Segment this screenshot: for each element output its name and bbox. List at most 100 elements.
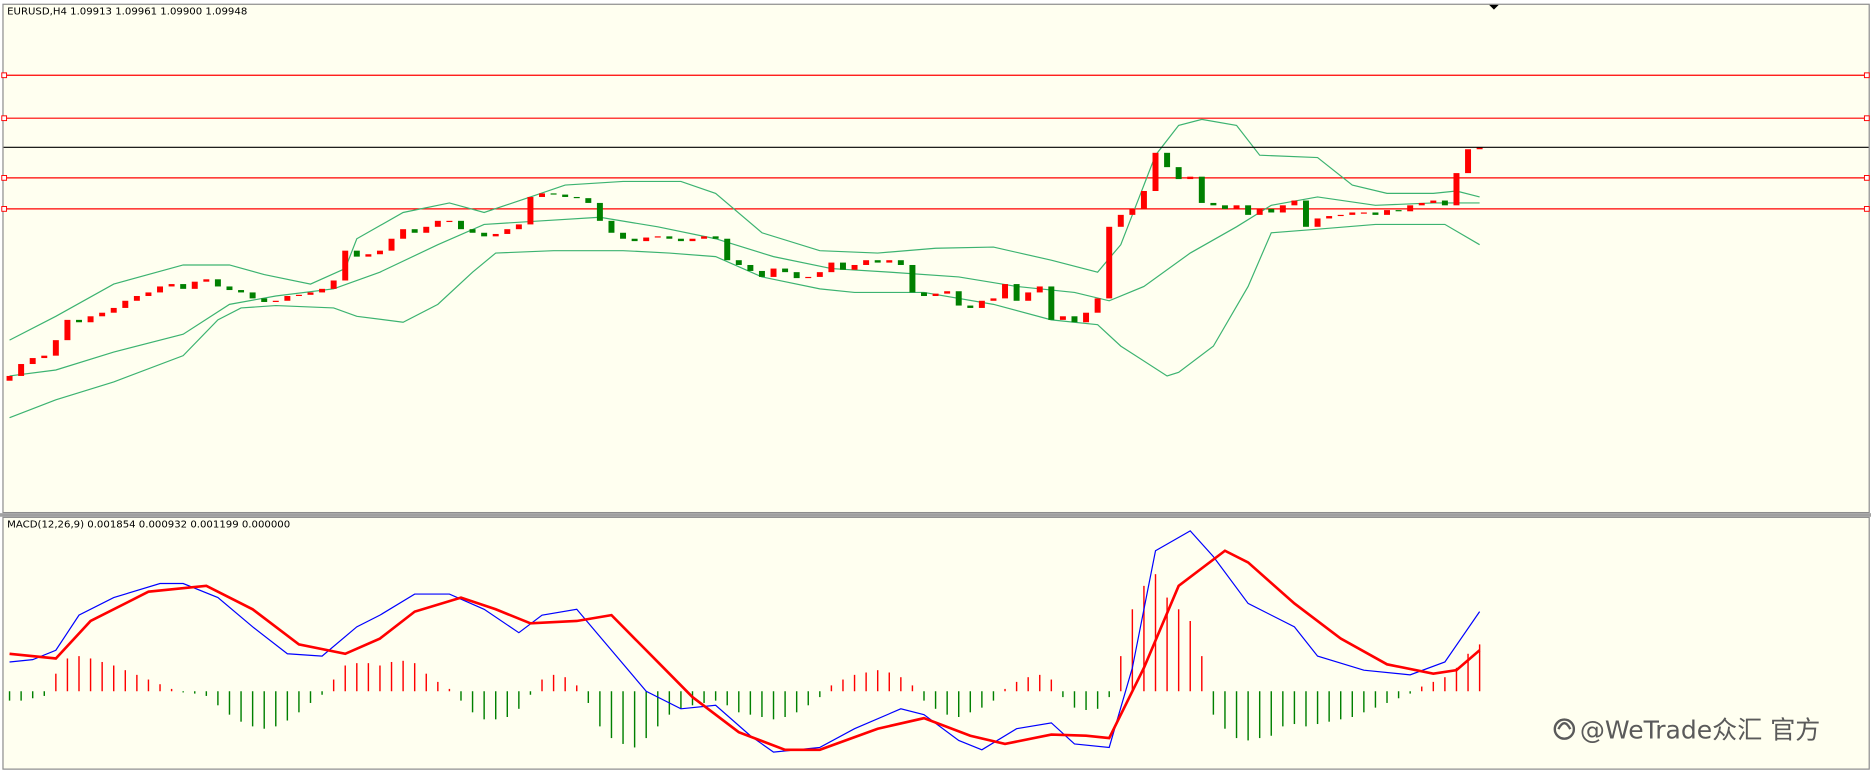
macd-line [9,530,1481,753]
candle [654,236,661,238]
candle [712,236,719,239]
candle [238,290,245,293]
candle [608,220,615,233]
candle [1048,286,1055,320]
candle [353,250,360,257]
chart-shift-marker[interactable] [1489,4,1499,10]
candle [631,238,638,242]
candle [562,194,569,197]
candle [1384,210,1390,215]
candle [122,300,129,308]
candle [180,284,187,289]
candle [1337,214,1344,217]
level-handle [1,72,8,79]
candle [272,300,279,302]
candle [1198,176,1205,203]
candle [724,238,731,261]
level-handle [1863,206,1870,212]
candle [1256,208,1263,215]
candle [504,229,511,234]
candle [295,294,302,297]
candle [539,193,545,197]
candle [157,286,164,293]
candle [64,319,71,341]
candle [1152,152,1159,192]
candle [1245,205,1252,215]
candle [1326,216,1333,219]
candle [1360,212,1367,214]
candle [1071,316,1078,323]
candle [29,358,36,365]
candle [1059,316,1066,320]
level-handle [1,115,8,122]
level-handle [1,206,8,212]
candle [492,233,499,237]
candle [1164,152,1171,168]
watermark-icon [1553,718,1576,740]
candle [793,272,800,279]
price-panel [2,3,1870,514]
candle [527,196,534,225]
candle [955,291,962,306]
candle [1175,167,1182,180]
candle [990,298,997,301]
candle [1430,200,1437,203]
candle [249,292,256,299]
candle [666,236,673,239]
candle [839,262,846,270]
candle [1233,205,1240,209]
candle [1210,202,1217,206]
candle [1013,284,1020,301]
candle [1106,226,1113,299]
candle [1303,200,1309,227]
candle [469,229,476,233]
candle [701,236,708,239]
candle [816,272,823,277]
candle [307,292,314,295]
candle [6,375,13,381]
candle [897,260,904,265]
candle [978,300,985,308]
panel-separator[interactable] [0,513,1871,517]
candle [1453,173,1460,206]
candle [677,238,684,242]
candle [758,270,765,277]
candle [515,224,522,230]
candle [735,260,742,265]
candle [214,279,221,287]
candle [87,316,94,323]
candle [805,276,812,279]
candle [747,264,754,271]
candle [550,193,557,195]
symbol-header: EURUSD,H4 1.09913 1.09961 1.09900 1.0994… [7,6,247,17]
candle [319,288,326,293]
candle [1083,312,1090,323]
candle [1025,292,1032,301]
candle [446,220,453,223]
candle [596,202,603,221]
candle [481,232,488,237]
candle [1140,191,1147,209]
plot-layer [1,72,1870,753]
candle [99,312,106,317]
candle [1268,208,1275,213]
candle [1279,205,1286,213]
candle [770,268,777,277]
candle [261,298,268,302]
candle [886,260,893,263]
candle [643,237,650,242]
candle [110,307,117,313]
candle [342,250,349,281]
candle [203,279,210,282]
candle [1314,218,1321,227]
candle [411,229,418,233]
candle [1291,200,1298,206]
candle [52,340,59,356]
candle [76,319,82,323]
candle [41,355,48,359]
candle [388,238,395,251]
candle [434,220,441,227]
macd-header: MACD(12,26,9) 0.001854 0.000932 0.001199… [7,519,290,530]
